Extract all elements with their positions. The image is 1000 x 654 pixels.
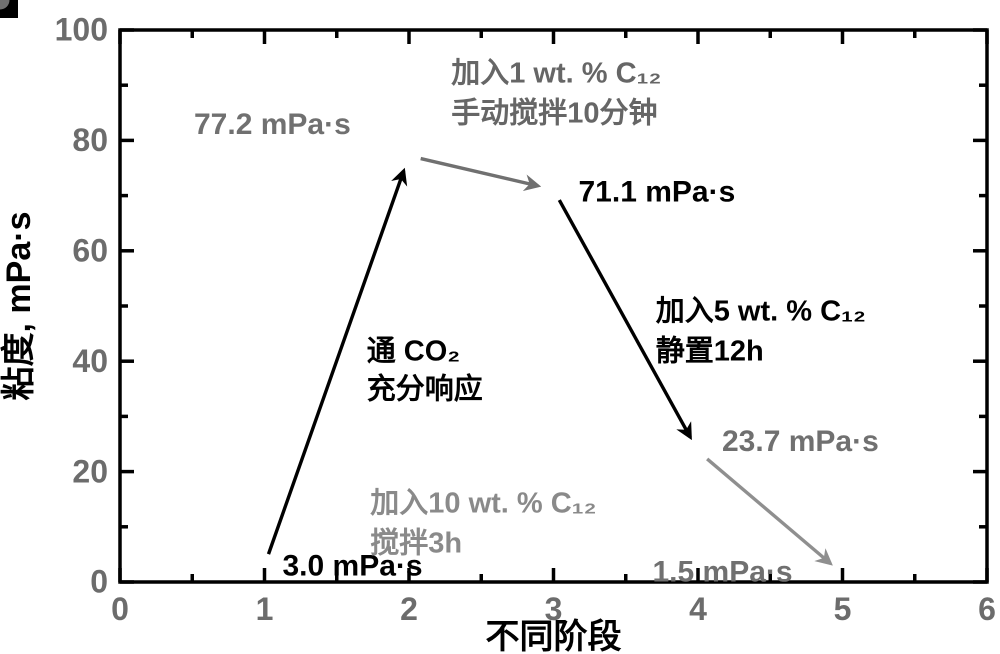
segment-arrow	[707, 459, 830, 563]
ytick-label: 0	[90, 564, 108, 600]
ytick-label: 20	[72, 453, 108, 489]
ytick-label: 40	[72, 343, 108, 379]
annotation-text: 加入1 wt. % C₁₂	[451, 57, 661, 90]
xtick-label: 4	[689, 591, 707, 627]
ytick-label: 80	[72, 122, 108, 158]
point-value-label: 77.2 mPa·s	[194, 108, 351, 141]
xtick-label: 0	[111, 591, 129, 627]
point-value-label: 23.7 mPa·s	[722, 425, 879, 458]
ytick-label: 60	[72, 232, 108, 268]
xtick-label: 6	[978, 591, 996, 627]
annotation-text: 通 CO₂	[367, 336, 460, 368]
annotation-text: 充分响应	[367, 372, 483, 406]
segment-arrow	[421, 159, 538, 186]
point-value-label: 1.5 mPa·s	[653, 556, 793, 589]
annotation-text: 静置12h	[656, 334, 764, 367]
xtick-label: 2	[400, 591, 418, 627]
annotation-text: 手动搅拌10分钟	[451, 97, 657, 130]
ytick-label: 100	[55, 12, 108, 48]
annotation-text: 加入10 wt. % C₁₂	[370, 486, 596, 519]
x-axis-label: 不同阶段	[486, 617, 622, 654]
point-value-label: 71.1 mPa·s	[579, 176, 736, 209]
xtick-label: 1	[256, 591, 274, 627]
annotation-text: 搅拌3h	[370, 526, 462, 559]
annotation-text: 加入5 wt. % C₁₂	[656, 294, 866, 327]
xtick-label: 5	[834, 591, 852, 627]
y-axis-label: 粘度, mPa·s	[0, 212, 38, 401]
